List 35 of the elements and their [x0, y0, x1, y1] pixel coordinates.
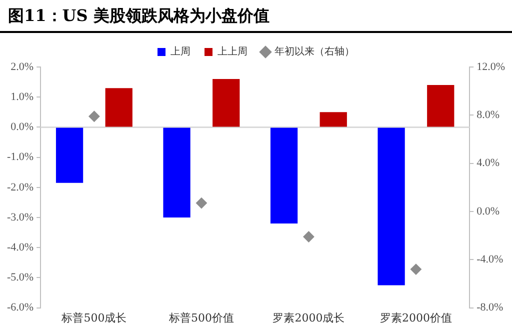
y-tick-label: 2.0% [10, 60, 34, 73]
bar [105, 88, 132, 127]
bar [378, 128, 405, 286]
y2-tick-label: 0.0% [476, 205, 500, 218]
x-tick-label: 罗素2000成长 [272, 311, 345, 324]
legend-label: 上周 [170, 46, 190, 58]
y2-tick-label: 8.0% [476, 109, 500, 122]
bar [212, 79, 240, 127]
y-tick-label: 1.0% [10, 90, 34, 103]
y-tick-label: -5.0% [7, 272, 34, 284]
y2-tick-label: -4.0% [476, 254, 504, 266]
y2-tick-label: 12.0% [476, 60, 506, 73]
bar [163, 128, 190, 218]
y-tick-label: -1.0% [7, 151, 34, 164]
y-tick-label: -3.0% [7, 211, 34, 224]
x-tick-label: 标普500成长 [60, 311, 127, 324]
x-tick-label: 罗素2000价值 [380, 311, 452, 324]
bar [56, 128, 84, 183]
point [303, 231, 314, 242]
bar [270, 128, 298, 224]
y-tick-label: -2.0% [7, 181, 34, 194]
point [410, 264, 422, 275]
y-tick-label: -6.0% [7, 302, 34, 314]
y-tick-label: -4.0% [7, 241, 34, 254]
legend-label: 年初以来（右轴） [274, 46, 354, 58]
bar [427, 85, 454, 127]
y2-tick-label: 4.0% [476, 157, 500, 170]
chart-title: 图11：US 美股领跌风格为小盘价值 [0, 0, 512, 33]
x-tick-label: 标普500价值 [168, 311, 234, 324]
legend-label: 上上周 [218, 46, 248, 58]
point [196, 198, 207, 209]
y-tick-label: 0.0% [10, 121, 34, 134]
bar [320, 112, 347, 127]
y2-tick-label: -8.0% [476, 302, 504, 314]
point [88, 110, 100, 122]
